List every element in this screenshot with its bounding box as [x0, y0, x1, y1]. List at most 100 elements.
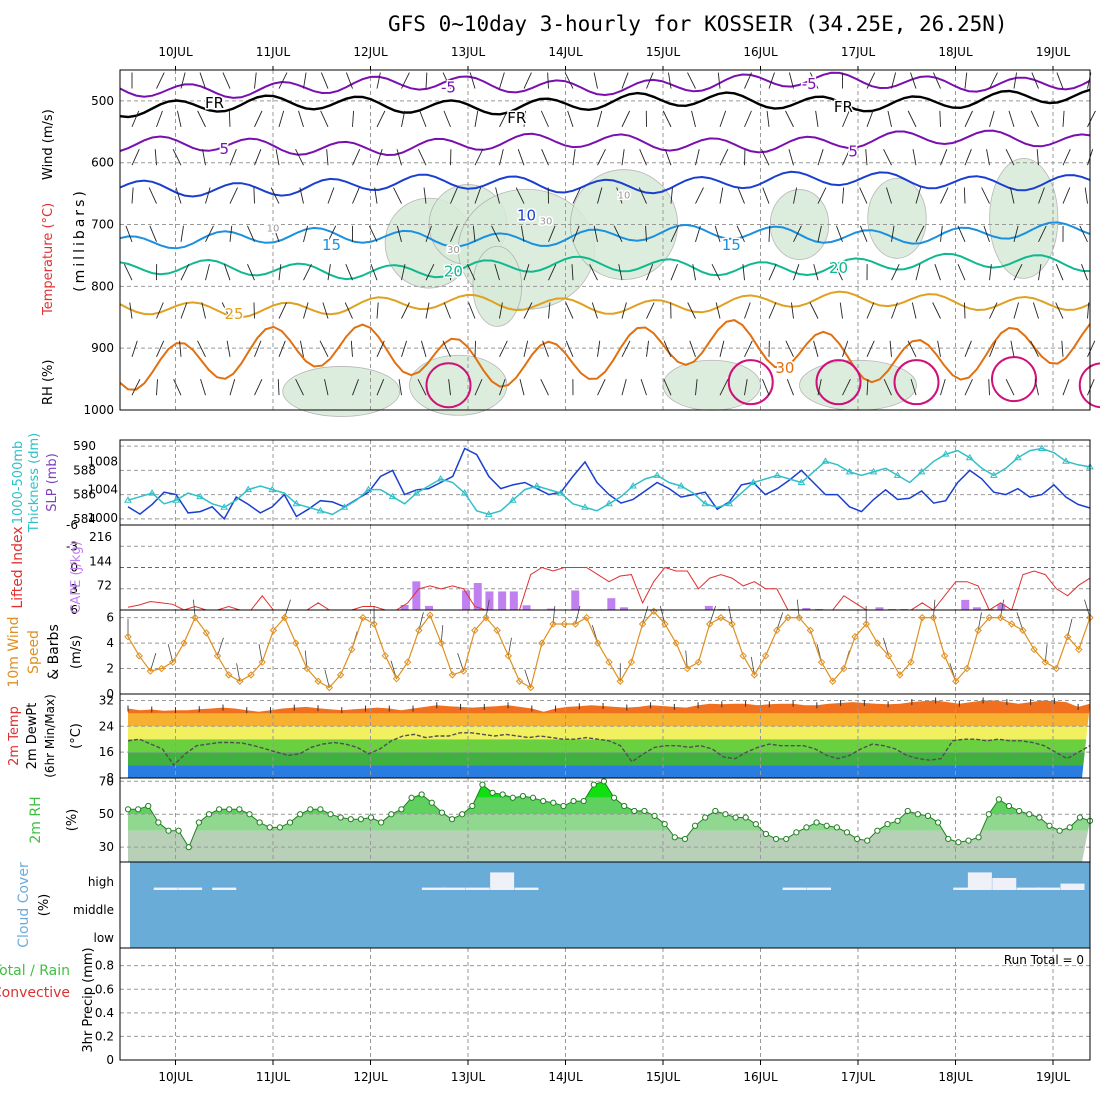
wind-barb	[345, 72, 353, 89]
wind-marker	[918, 613, 926, 622]
wind-barb	[907, 110, 917, 128]
y2-tick-label: 72	[97, 579, 112, 593]
isotherm-line	[119, 71, 1091, 99]
wind-barb	[197, 340, 206, 358]
contour-label: 10	[267, 223, 280, 234]
wind-barb	[299, 187, 304, 204]
wind-barb	[326, 149, 329, 166]
wind-marker	[739, 652, 747, 660]
series-marker	[436, 474, 445, 482]
wind-barb	[891, 72, 897, 89]
wind-marker	[538, 639, 546, 647]
lifted-label: Lifted Index	[10, 526, 26, 608]
wind-barb	[1032, 302, 1039, 319]
wind-barb	[1013, 302, 1019, 319]
wind-barb	[229, 379, 236, 396]
wind-marker	[303, 664, 311, 673]
x-tick-label-top: 13JUL	[451, 45, 486, 59]
wind-marker	[862, 620, 870, 628]
wind-barb	[200, 379, 206, 396]
cloud-bg	[130, 862, 1090, 948]
wind-barb	[1084, 599, 1091, 618]
y-tick-label: 2	[106, 662, 114, 676]
wind-barb	[154, 149, 157, 166]
wind-barb	[540, 110, 549, 128]
wind-barb	[564, 72, 574, 89]
rh-marker	[975, 834, 982, 841]
isotherm-line	[119, 88, 1091, 119]
wind-barb	[524, 669, 532, 688]
wind-barb	[221, 302, 231, 319]
rh-shade	[989, 157, 1059, 279]
wind-marker	[717, 613, 725, 622]
wind-barb	[788, 149, 794, 166]
wind-marker	[314, 677, 322, 685]
wind-barb	[303, 72, 307, 89]
wind-barb	[352, 149, 361, 166]
contour-label: 10	[517, 206, 536, 224]
cloud-block	[992, 878, 1017, 890]
rh-marker	[884, 821, 891, 828]
wind-barb	[866, 302, 875, 319]
slp-label-text: SLP (mb)	[45, 453, 60, 512]
y-tick-label: 0.8	[95, 959, 114, 973]
cape-label-text: CAPE (J/kg)	[69, 541, 84, 613]
wind-barb	[156, 340, 165, 358]
wind-marker	[247, 671, 255, 679]
wind-barb	[352, 379, 359, 396]
wind-barb	[275, 149, 280, 166]
thickness-label-2: Thickness (dm)	[27, 433, 42, 533]
wind-barb	[180, 225, 184, 242]
cape-bar	[412, 581, 421, 610]
wind-marker	[761, 652, 770, 660]
wind-barb	[167, 644, 174, 663]
wind-barb	[762, 378, 770, 396]
wind-barb	[156, 72, 165, 89]
rh-marker	[833, 824, 840, 831]
wind-barb	[715, 302, 721, 319]
y2-tick-label: 1000	[87, 511, 118, 525]
y-tick-label: 30	[99, 840, 114, 854]
cape-bar	[509, 591, 518, 610]
contour-label: 30	[540, 217, 553, 228]
wind-barb	[129, 302, 133, 319]
x-tick-label-bottom: 13JUL	[451, 1070, 486, 1084]
wind-label-2-text: Speed	[26, 630, 42, 674]
rh-marker	[195, 819, 202, 826]
wind-barb	[442, 72, 451, 89]
wind-barb	[986, 149, 990, 166]
cloud-block	[465, 887, 490, 890]
wind-barb	[541, 149, 549, 166]
wind-barb	[350, 340, 353, 357]
wind-barb	[663, 378, 672, 396]
cape-bar	[899, 608, 908, 610]
cloud-label-2: (%)	[37, 894, 52, 917]
wind-marker	[448, 671, 457, 679]
rh-marker	[499, 791, 506, 798]
wind-barb	[523, 302, 533, 319]
wind-marker	[224, 671, 233, 679]
wind-marker	[940, 652, 949, 660]
wind-barb	[474, 149, 484, 166]
ylabel-millibars: (millibars)	[72, 188, 88, 292]
y-tick-label: 3	[70, 582, 78, 596]
rh-marker	[327, 811, 334, 818]
cloud-block	[441, 887, 466, 890]
y-tick-label: 0.2	[95, 1029, 114, 1043]
rh-marker	[246, 811, 253, 818]
cape-bar	[571, 590, 580, 610]
temp-band	[128, 726, 1090, 740]
wind-label-1-text: 10m Wind	[6, 616, 22, 687]
wind-barb	[273, 225, 280, 243]
wind-barb	[1062, 379, 1070, 396]
wind-barb	[836, 225, 843, 243]
wind-marker	[359, 613, 367, 622]
wind-barb	[131, 340, 138, 357]
wind-label-4: (m/s)	[69, 635, 84, 669]
panel-wind-bg	[120, 610, 1090, 694]
y-tick-label: 24	[99, 719, 114, 733]
wind-barb	[642, 605, 649, 625]
ylabel-temp: Temperature (°C)	[41, 203, 56, 316]
wind-barb	[344, 302, 353, 319]
wind-barb	[667, 72, 672, 89]
